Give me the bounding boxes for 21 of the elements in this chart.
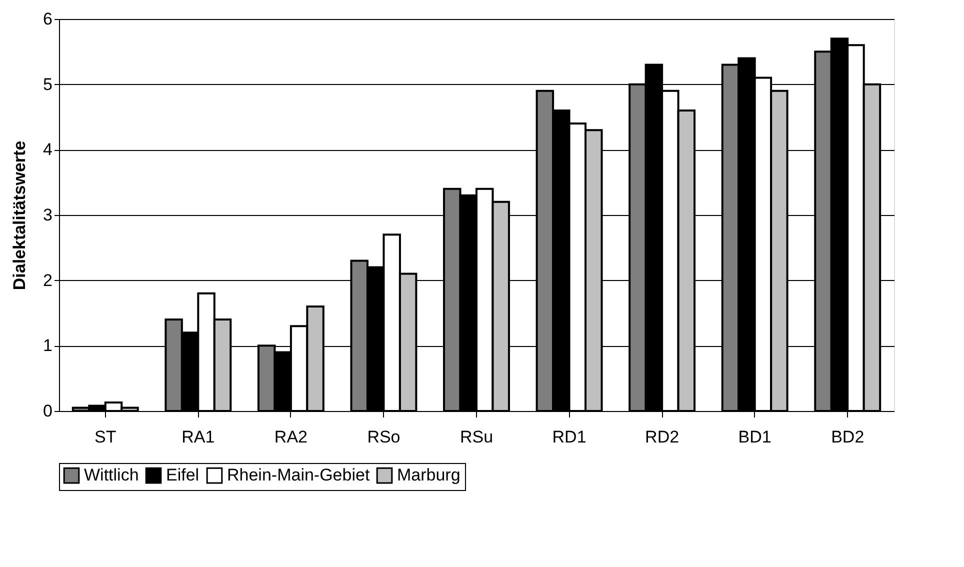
legend-label: Rhein-Main-Gebiet [227, 466, 370, 485]
x-tick-label: RSu [460, 428, 494, 446]
x-tick-label: ST [94, 428, 116, 446]
y-tick-label: 0 [43, 402, 52, 420]
x-tick-label: BD2 [831, 428, 864, 446]
y-tick-label: 6 [43, 10, 52, 28]
x-tick-label: RD2 [645, 428, 680, 446]
legend-label: Marburg [397, 466, 460, 485]
x-tick-label: BD1 [738, 428, 772, 446]
y-axis-title: Dialektalitätswerte [10, 140, 30, 290]
y-tick-label: 1 [43, 336, 52, 356]
y-tick-label: 5 [43, 74, 52, 94]
y-tick-label: 3 [43, 206, 52, 224]
x-tick-label: RD1 [552, 428, 586, 446]
x-tick-label: RA2 [274, 428, 308, 446]
x-tick-label: RA1 [182, 428, 215, 446]
x-tick-label: RSo [367, 428, 400, 446]
y-tick-label: 4 [43, 140, 52, 160]
legend-label: Eifel [166, 466, 200, 485]
y-tick-label: 2 [43, 270, 52, 290]
legend-label: Wittlich [84, 466, 139, 485]
